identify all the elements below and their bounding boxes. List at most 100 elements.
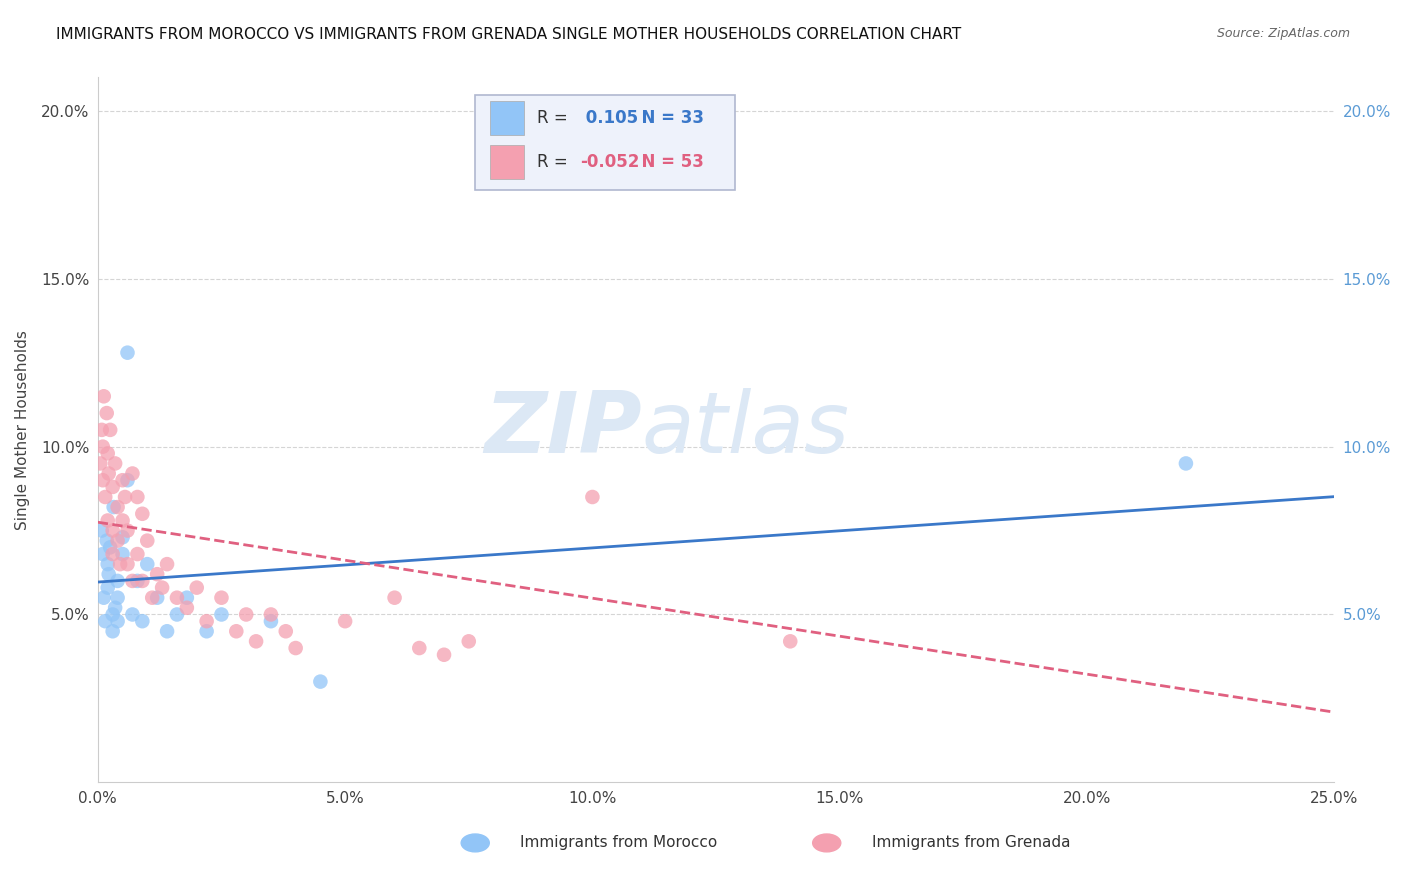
Point bbox=[117, 473, 139, 487]
Point bbox=[260, 607, 283, 622]
Text: R =: R = bbox=[537, 153, 572, 171]
Point bbox=[91, 547, 114, 561]
Point bbox=[91, 440, 114, 454]
Point bbox=[104, 600, 127, 615]
Point bbox=[274, 624, 297, 639]
Point bbox=[136, 533, 159, 548]
Point bbox=[117, 345, 139, 359]
Point bbox=[195, 614, 218, 628]
Point bbox=[97, 557, 120, 571]
Point bbox=[111, 530, 134, 544]
Point bbox=[101, 607, 124, 622]
FancyBboxPatch shape bbox=[489, 145, 524, 179]
Point bbox=[384, 591, 406, 605]
FancyBboxPatch shape bbox=[475, 95, 734, 190]
Text: Immigrants from Morocco: Immigrants from Morocco bbox=[520, 836, 717, 850]
Point bbox=[121, 607, 143, 622]
Point bbox=[131, 614, 153, 628]
Point bbox=[121, 574, 143, 588]
Text: N = 53: N = 53 bbox=[630, 153, 703, 171]
Point bbox=[176, 600, 198, 615]
Point bbox=[101, 624, 124, 639]
Point bbox=[581, 490, 603, 504]
Point bbox=[211, 591, 233, 605]
Point bbox=[150, 581, 173, 595]
Point bbox=[90, 423, 112, 437]
Point bbox=[107, 591, 129, 605]
Point bbox=[156, 557, 179, 571]
Point bbox=[94, 614, 117, 628]
Point bbox=[166, 607, 188, 622]
Point bbox=[96, 533, 118, 548]
Point bbox=[408, 641, 430, 656]
Point bbox=[127, 547, 149, 561]
Point bbox=[176, 591, 198, 605]
Text: Source: ZipAtlas.com: Source: ZipAtlas.com bbox=[1216, 27, 1350, 40]
Point bbox=[779, 634, 801, 648]
Point bbox=[97, 446, 120, 460]
FancyBboxPatch shape bbox=[489, 101, 524, 135]
Point bbox=[97, 581, 120, 595]
Point bbox=[108, 557, 131, 571]
Point bbox=[127, 574, 149, 588]
Point bbox=[117, 557, 139, 571]
Point bbox=[103, 500, 125, 514]
Text: ZIP: ZIP bbox=[484, 388, 643, 471]
Point bbox=[433, 648, 456, 662]
Text: -0.052: -0.052 bbox=[581, 153, 640, 171]
Point bbox=[114, 490, 136, 504]
Point bbox=[131, 507, 153, 521]
Point bbox=[111, 514, 134, 528]
Point bbox=[111, 473, 134, 487]
Point bbox=[284, 641, 307, 656]
Text: 0.105: 0.105 bbox=[581, 109, 638, 127]
Point bbox=[333, 614, 356, 628]
Point bbox=[211, 607, 233, 622]
Point bbox=[235, 607, 257, 622]
Point bbox=[131, 574, 153, 588]
Point bbox=[97, 567, 120, 582]
Text: N = 33: N = 33 bbox=[630, 109, 703, 127]
Point bbox=[121, 467, 143, 481]
Point bbox=[97, 467, 120, 481]
Point bbox=[93, 591, 115, 605]
Point bbox=[111, 547, 134, 561]
Point bbox=[1174, 457, 1197, 471]
Point bbox=[146, 591, 169, 605]
Text: Immigrants from Grenada: Immigrants from Grenada bbox=[872, 836, 1070, 850]
Point bbox=[97, 514, 120, 528]
Y-axis label: Single Mother Households: Single Mother Households bbox=[15, 330, 30, 530]
Point bbox=[104, 457, 127, 471]
Point bbox=[101, 480, 124, 494]
Text: IMMIGRANTS FROM MOROCCO VS IMMIGRANTS FROM GRENADA SINGLE MOTHER HOUSEHOLDS CORR: IMMIGRANTS FROM MOROCCO VS IMMIGRANTS FR… bbox=[56, 27, 962, 42]
Text: atlas: atlas bbox=[643, 388, 849, 471]
Text: R =: R = bbox=[537, 109, 572, 127]
Point bbox=[457, 634, 479, 648]
Point bbox=[98, 541, 121, 555]
Point bbox=[156, 624, 179, 639]
Point bbox=[98, 423, 121, 437]
Point bbox=[90, 524, 112, 538]
Point bbox=[141, 591, 163, 605]
Point bbox=[96, 406, 118, 420]
Point bbox=[260, 614, 283, 628]
Point bbox=[107, 500, 129, 514]
Point bbox=[245, 634, 267, 648]
Point bbox=[482, 120, 505, 135]
Point bbox=[136, 557, 159, 571]
Point bbox=[166, 591, 188, 605]
Point bbox=[225, 624, 247, 639]
Point bbox=[127, 490, 149, 504]
Point bbox=[195, 624, 218, 639]
Point bbox=[186, 581, 208, 595]
Point bbox=[101, 547, 124, 561]
Point bbox=[309, 674, 332, 689]
Point bbox=[107, 614, 129, 628]
Point bbox=[91, 473, 114, 487]
Point bbox=[117, 524, 139, 538]
Point bbox=[93, 389, 115, 403]
Point bbox=[146, 567, 169, 582]
Point bbox=[107, 533, 129, 548]
Point bbox=[107, 574, 129, 588]
Point bbox=[94, 490, 117, 504]
